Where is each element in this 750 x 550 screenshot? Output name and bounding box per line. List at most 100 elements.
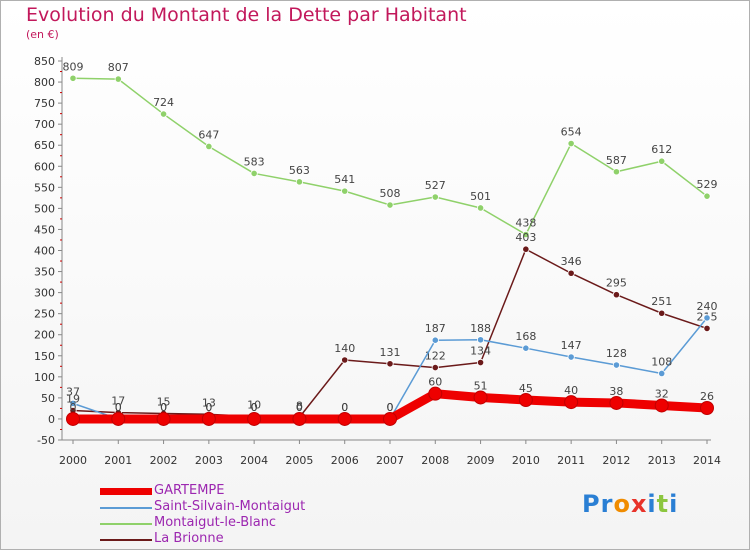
- data-label: 654: [561, 126, 582, 139]
- data-point: [522, 245, 530, 253]
- data-label: 647: [198, 128, 219, 141]
- data-point: [612, 291, 621, 299]
- data-point: [69, 74, 77, 82]
- data-label: 10: [247, 398, 261, 411]
- y-tick-label: 100: [34, 371, 55, 384]
- y-tick-label: 800: [34, 76, 55, 89]
- x-tick-label: 2011: [557, 454, 585, 467]
- y-tick-label: 400: [34, 245, 55, 258]
- data-point: [114, 75, 122, 83]
- data-point: [703, 192, 711, 200]
- data-label: 583: [244, 155, 265, 168]
- data-point: [295, 178, 304, 186]
- x-tick-label: 2007: [376, 454, 404, 467]
- data-point: [386, 201, 394, 209]
- data-label: 188: [470, 322, 491, 335]
- legend-item-la-brionne: La Brionne: [100, 531, 400, 548]
- data-label: 563: [289, 164, 310, 177]
- data-label: 438: [515, 216, 536, 229]
- data-point: [383, 411, 397, 426]
- data-point: [612, 168, 621, 176]
- data-point: [567, 269, 575, 277]
- x-tick-label: 2008: [421, 454, 449, 467]
- data-point: [292, 411, 307, 426]
- data-label: 0: [205, 401, 212, 414]
- legend-label: Montaigut-le-Blanc: [154, 515, 277, 530]
- x-tick-label: 2014: [693, 454, 721, 467]
- data-point: [522, 344, 530, 352]
- data-label: 134: [470, 345, 491, 358]
- x-tick-label: 2004: [240, 454, 268, 467]
- data-label: 13: [202, 396, 216, 409]
- data-point: [476, 358, 485, 367]
- data-point: [337, 411, 352, 426]
- data-label: 612: [651, 143, 672, 156]
- legend-swatch: [100, 523, 152, 525]
- legend-item-saint-silvain: Saint-Silvain-Montaigut: [100, 499, 400, 516]
- data-point: [700, 400, 714, 415]
- data-point: [567, 353, 575, 361]
- logo-letter: t: [656, 490, 670, 518]
- data-label: 37: [66, 385, 80, 398]
- data-label: 0: [296, 401, 303, 414]
- data-label: 0: [341, 401, 348, 414]
- data-label: 0: [341, 401, 348, 414]
- data-label: 346: [561, 255, 582, 268]
- y-tick-label: 600: [34, 160, 55, 173]
- data-label: 131: [380, 346, 401, 359]
- data-point: [156, 411, 171, 426]
- logo-letter: i: [647, 490, 657, 518]
- y-tick-label: 0: [48, 413, 55, 426]
- data-point: [567, 139, 575, 148]
- y-tick-label: 500: [34, 202, 55, 215]
- x-tick-label: 2003: [195, 454, 223, 467]
- data-label: 0: [160, 401, 167, 414]
- data-point: [703, 314, 711, 322]
- y-tick-label: 650: [34, 139, 55, 152]
- data-point: [658, 369, 666, 378]
- y-tick-label: 150: [34, 350, 55, 363]
- legend-swatch: [100, 488, 152, 495]
- data-point: [431, 193, 439, 201]
- logo-letter: P: [582, 490, 601, 518]
- data-label: 587: [606, 154, 627, 167]
- data-point: [111, 411, 126, 426]
- legend-label: GARTEMPE: [154, 483, 225, 498]
- data-label: 168: [515, 330, 536, 343]
- legend-label: Saint-Silvain-Montaigut: [154, 499, 306, 514]
- legend-item-montaigut: Montaigut-le-Blanc: [100, 515, 400, 532]
- x-tick-label: 2013: [648, 454, 676, 467]
- data-label: 32: [655, 387, 669, 400]
- legend-swatch: [100, 507, 152, 509]
- data-point: [247, 411, 262, 426]
- data-label: 724: [153, 96, 174, 109]
- data-point: [431, 336, 439, 344]
- data-point: [341, 356, 349, 364]
- data-label: 8: [296, 399, 303, 412]
- chart-unit: (en €): [26, 28, 59, 41]
- x-tick-label: 2002: [150, 454, 178, 467]
- x-tick-label: 2001: [104, 454, 132, 467]
- y-tick-label: 50: [41, 392, 55, 405]
- data-label: 60: [428, 376, 442, 389]
- data-label: 122: [425, 350, 446, 363]
- data-label: 251: [651, 295, 672, 308]
- data-label: 529: [697, 178, 718, 191]
- data-label: 295: [606, 277, 627, 290]
- data-point: [473, 390, 488, 405]
- data-label: 527: [425, 179, 446, 192]
- data-label: 108: [651, 355, 672, 368]
- data-label: 541: [334, 173, 355, 186]
- logo-letter: x: [630, 490, 648, 518]
- data-label: 140: [334, 342, 355, 355]
- data-point: [250, 169, 258, 178]
- data-point: [201, 411, 216, 426]
- y-tick-label: 250: [34, 308, 55, 321]
- data-point: [205, 142, 213, 151]
- data-point: [703, 324, 711, 333]
- x-tick-label: 2010: [512, 454, 540, 467]
- legend-label: La Brionne: [154, 531, 224, 546]
- legend-item-gartempe: GARTEMPE: [100, 483, 400, 500]
- data-label: 0: [296, 401, 303, 414]
- data-point: [658, 309, 666, 317]
